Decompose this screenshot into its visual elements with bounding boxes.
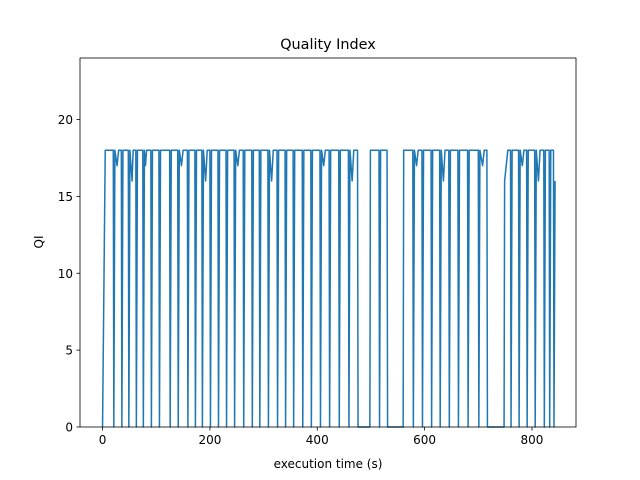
y-tick-label: 0 — [65, 421, 73, 435]
x-axis-label: execution time (s) — [274, 457, 383, 471]
x-tick-label: 600 — [413, 433, 436, 447]
y-tick-label: 10 — [58, 267, 73, 281]
plot-frame — [79, 57, 577, 428]
x-tick-label: 800 — [521, 433, 544, 447]
y-tick-label: 5 — [65, 344, 73, 358]
chart-title: Quality Index — [280, 37, 376, 53]
data-line — [101, 149, 556, 428]
y-tick-label: 20 — [58, 113, 73, 127]
y-tick-label: 15 — [58, 190, 73, 204]
x-tick-label: 0 — [99, 433, 107, 447]
y-axis-label: QI — [32, 236, 46, 249]
x-tick-label: 400 — [306, 433, 329, 447]
x-tick-label: 200 — [198, 433, 221, 447]
